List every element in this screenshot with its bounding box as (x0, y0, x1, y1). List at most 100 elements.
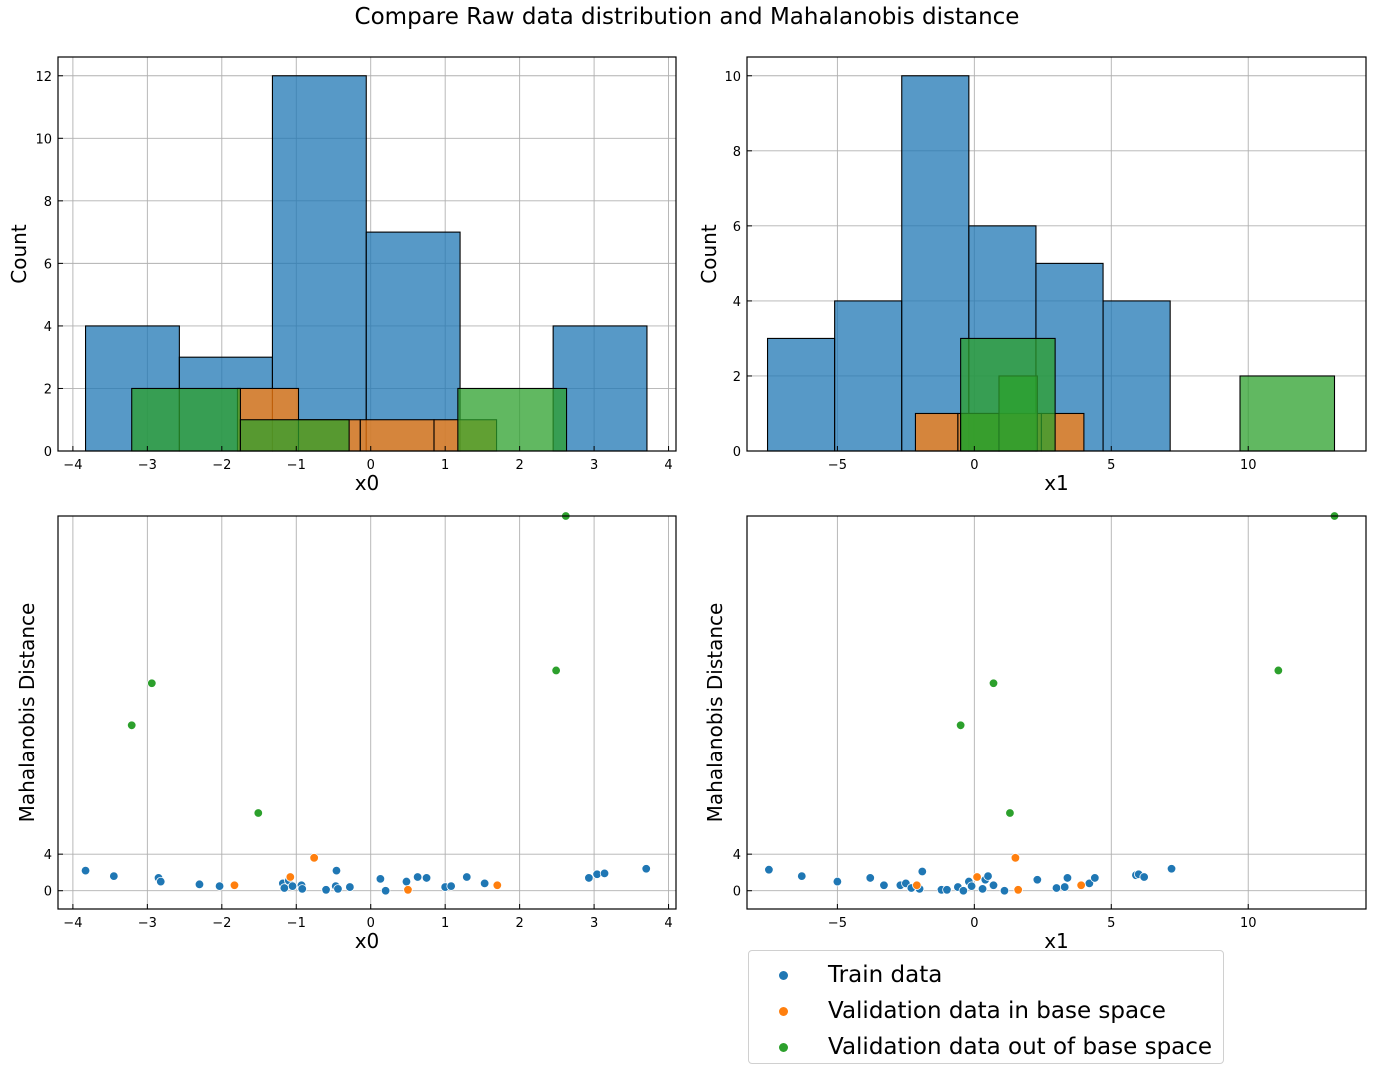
legend-marker-val-in (779, 1006, 788, 1016)
x-tick-label: −3 (138, 916, 157, 931)
legend-entry-train: Train data (749, 957, 1223, 993)
x-tick-label: −5 (828, 458, 847, 473)
scatter-point-train (988, 880, 999, 890)
scatter-point-val_out (127, 720, 137, 730)
scatter-point-train (345, 882, 355, 892)
hist-bar-val_out (239, 419, 350, 452)
figure-title: Compare Raw data distribution and Mahala… (354, 4, 1020, 30)
hist-bar-train (834, 300, 903, 452)
scatter-point-train (599, 868, 610, 879)
y-tick-label: 6 (44, 257, 52, 272)
hist-bar-val_out (960, 337, 1056, 452)
scatter-point-train (156, 876, 166, 887)
scatter-point-val_in (492, 880, 503, 890)
y-tick-label: 12 (35, 70, 52, 85)
scatter-point-train (1139, 872, 1149, 882)
hist-bar-val_out (457, 387, 568, 452)
x-tick-label: 10 (1240, 458, 1257, 473)
scatter-point-train (401, 876, 412, 887)
panel-3: −4 −3 −2 −1 0 1 2 3 4 0 4 x0 Mahalanobis Distance (15, 511, 677, 953)
legend-label-val-out: Validation data out of base space (828, 1034, 1213, 1060)
scatter-point-train (1090, 873, 1100, 883)
scatter-point-train (966, 881, 977, 891)
scatter-point-train (287, 881, 298, 891)
axes-frame (57, 56, 677, 452)
scatter-point-val_in (972, 872, 982, 882)
x-axis-label: x0 (355, 929, 380, 953)
scatter-point-val_out (551, 665, 561, 676)
x-tick-label: 4 (664, 916, 672, 931)
x-tick-label: −4 (63, 916, 82, 931)
y-tick-label: 10 (724, 70, 741, 85)
scatter-point-val_in (229, 880, 240, 890)
scatter-point-train (865, 873, 875, 883)
y-axis-label: Mahalanobis Distance (15, 603, 39, 823)
y-tick-label: 8 (733, 145, 741, 160)
scatter-point-train (109, 871, 119, 881)
y-tick-label: 4 (44, 320, 52, 335)
y-tick-label: 4 (733, 295, 741, 310)
y-tick-label: 0 (44, 445, 52, 460)
scatter-point-train (1032, 875, 1043, 885)
legend-marker-train (779, 970, 788, 980)
y-tick-label: 2 (733, 370, 741, 385)
scatter-point-train (958, 886, 969, 896)
scatter-point-val_out (955, 720, 966, 730)
scatter-point-val_out (147, 678, 157, 688)
x-tick-label: 5 (1107, 458, 1115, 473)
scatter-point-train (380, 886, 391, 896)
scatter-point-train (479, 878, 490, 889)
scatter-point-train (942, 885, 952, 895)
y-tick-label: 2 (44, 382, 52, 397)
hist-bar-train (766, 337, 836, 452)
legend-label-train: Train data (828, 962, 943, 988)
legend-marker-val-out (779, 1042, 788, 1052)
legend-entry-val-out: Validation data out of base space (749, 1029, 1223, 1065)
scatter-point-train (80, 865, 91, 876)
scatter-point-train (462, 872, 472, 882)
y-axis-label: Mahalanobis Distance (703, 603, 727, 823)
scatter-point-train (983, 871, 993, 881)
scatter-point-train (412, 872, 423, 882)
y-axis-label: Count (7, 224, 31, 284)
y-tick-label: 4 (733, 848, 741, 863)
scatter-point-train (214, 881, 225, 891)
scatter-point-train (321, 885, 331, 895)
x-tick-label: 0 (367, 458, 375, 473)
hist-bar-train (901, 75, 970, 452)
scatter-point-val_out (1273, 665, 1284, 676)
x-tick-label: 3 (590, 458, 598, 473)
panel-4: −5 0 5 10 0 4 x1 Mahalanobis Distance (703, 511, 1367, 953)
y-tick-label: 0 (733, 885, 741, 900)
hist-bar-val_in (359, 419, 435, 452)
scatter-point-train (999, 886, 1010, 896)
scatter-point-val_in (1010, 853, 1021, 863)
x-tick-label: 10 (1240, 916, 1257, 931)
x-tick-label: 0 (367, 916, 375, 931)
scatter-point-train (1166, 864, 1177, 874)
hist-bar-val_in (914, 412, 959, 452)
hist-bar-train (552, 325, 648, 452)
hist-bar-train (1102, 300, 1171, 452)
scatter-point-train (917, 866, 927, 877)
scatter-point-train (764, 865, 774, 875)
x-tick-label: 4 (664, 458, 672, 473)
axes-frame (57, 515, 677, 910)
legend-label-val-in: Validation data in base space (828, 998, 1166, 1024)
y-tick-label: 4 (44, 848, 52, 863)
scatter-point-train (1051, 883, 1062, 893)
axes-frame (746, 56, 1367, 452)
x-tick-label: −3 (138, 458, 157, 473)
x-tick-label: −5 (828, 916, 847, 931)
scatter-point-val_in (309, 853, 319, 863)
scatter-point-train (584, 873, 594, 883)
axes-frame (746, 515, 1367, 910)
scatter-point-train (1060, 882, 1070, 892)
hist-bar-val_out (1239, 375, 1336, 452)
scatter-point-val_in (403, 885, 413, 895)
scatter-point-val_out (253, 808, 263, 818)
x-tick-label: −2 (212, 458, 231, 473)
x-tick-label: 0 (970, 458, 978, 473)
x-axis-label: x1 (1044, 929, 1069, 953)
